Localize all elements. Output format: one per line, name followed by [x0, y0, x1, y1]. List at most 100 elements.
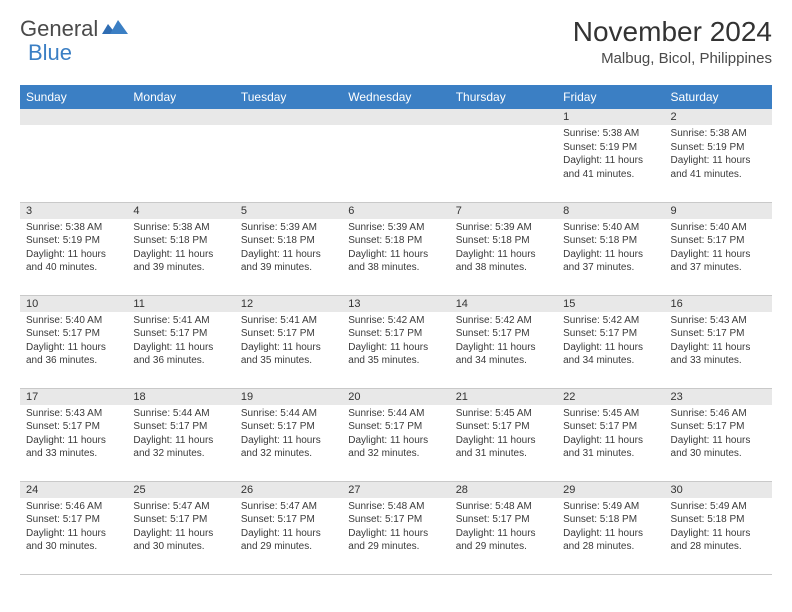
daylight-line: Daylight: 11 hours and 38 minutes. [348, 248, 443, 275]
sunset-line: Sunset: 5:17 PM [671, 327, 766, 341]
calendar-table: SundayMondayTuesdayWednesdayThursdayFrid… [20, 85, 772, 575]
calendar-cell: 29Sunrise: 5:49 AMSunset: 5:18 PMDayligh… [557, 481, 664, 574]
weekday-header: Monday [127, 85, 234, 109]
sunrise-line: Sunrise: 5:49 AM [563, 500, 658, 514]
sunrise-line: Sunrise: 5:38 AM [671, 127, 766, 141]
day-number: 28 [450, 482, 557, 498]
day-body: Sunrise: 5:48 AMSunset: 5:17 PMDaylight:… [342, 498, 449, 558]
sunrise-line: Sunrise: 5:48 AM [348, 500, 443, 514]
sunset-line: Sunset: 5:17 PM [456, 420, 551, 434]
day-body: Sunrise: 5:39 AMSunset: 5:18 PMDaylight:… [235, 219, 342, 279]
sunrise-line: Sunrise: 5:38 AM [563, 127, 658, 141]
daylight-line: Daylight: 11 hours and 32 minutes. [133, 434, 228, 461]
sunset-line: Sunset: 5:17 PM [563, 327, 658, 341]
sunrise-line: Sunrise: 5:45 AM [456, 407, 551, 421]
day-number: 21 [450, 389, 557, 405]
sunset-line: Sunset: 5:17 PM [26, 420, 121, 434]
empty-daynum [342, 109, 449, 125]
sunrise-line: Sunrise: 5:43 AM [671, 314, 766, 328]
calendar-cell: 25Sunrise: 5:47 AMSunset: 5:17 PMDayligh… [127, 481, 234, 574]
sunrise-line: Sunrise: 5:38 AM [133, 221, 228, 235]
day-body: Sunrise: 5:43 AMSunset: 5:17 PMDaylight:… [665, 312, 772, 372]
day-number: 25 [127, 482, 234, 498]
weekday-header: Wednesday [342, 85, 449, 109]
daylight-line: Daylight: 11 hours and 33 minutes. [26, 434, 121, 461]
daylight-line: Daylight: 11 hours and 30 minutes. [133, 527, 228, 554]
day-number: 5 [235, 203, 342, 219]
calendar-header-row: SundayMondayTuesdayWednesdayThursdayFrid… [20, 85, 772, 109]
sunrise-line: Sunrise: 5:40 AM [671, 221, 766, 235]
calendar-row: 3Sunrise: 5:38 AMSunset: 5:19 PMDaylight… [20, 202, 772, 295]
day-number: 1 [557, 109, 664, 125]
sunset-line: Sunset: 5:17 PM [133, 420, 228, 434]
daylight-line: Daylight: 11 hours and 41 minutes. [671, 154, 766, 181]
daylight-line: Daylight: 11 hours and 34 minutes. [563, 341, 658, 368]
daylight-line: Daylight: 11 hours and 37 minutes. [671, 248, 766, 275]
sunset-line: Sunset: 5:18 PM [563, 234, 658, 248]
day-number: 19 [235, 389, 342, 405]
brand-word-2: Blue [28, 40, 72, 65]
day-number: 4 [127, 203, 234, 219]
daylight-line: Daylight: 11 hours and 35 minutes. [348, 341, 443, 368]
sunset-line: Sunset: 5:19 PM [563, 141, 658, 155]
calendar-cell: 21 Sunrise: 5:45 AMSunset: 5:17 PMDayligh… [450, 388, 557, 481]
day-number: 12 [235, 296, 342, 312]
calendar-cell [235, 109, 342, 202]
calendar-cell: 8Sunrise: 5:40 AMSunset: 5:18 PMDaylight… [557, 202, 664, 295]
weekday-header: Friday [557, 85, 664, 109]
calendar-cell: 11Sunrise: 5:41 AMSunset: 5:17 PMDayligh… [127, 295, 234, 388]
empty-daynum [20, 109, 127, 125]
day-body: Sunrise: 5:48 AMSunset: 5:17 PMDaylight:… [450, 498, 557, 558]
day-number: 14 [450, 296, 557, 312]
sunset-line: Sunset: 5:17 PM [133, 513, 228, 527]
weekday-header: Sunday [20, 85, 127, 109]
day-number: 23 [665, 389, 772, 405]
daylight-line: Daylight: 11 hours and 36 minutes. [133, 341, 228, 368]
sunset-line: Sunset: 5:19 PM [26, 234, 121, 248]
day-body: Sunrise: 5:44 AMSunset: 5:17 PMDaylight:… [342, 405, 449, 465]
calendar-row: 17Sunrise: 5:43 AMSunset: 5:17 PMDayligh… [20, 388, 772, 481]
day-body: Sunrise: 5:38 AMSunset: 5:18 PMDaylight:… [127, 219, 234, 279]
brand-word-1: General [20, 16, 98, 42]
sunrise-line: Sunrise: 5:39 AM [348, 221, 443, 235]
daylight-line: Daylight: 11 hours and 31 minutes. [456, 434, 551, 461]
calendar-cell: 7Sunrise: 5:39 AMSunset: 5:18 PMDaylight… [450, 202, 557, 295]
sunset-line: Sunset: 5:17 PM [456, 513, 551, 527]
day-body: Sunrise: 5:40 AMSunset: 5:18 PMDaylight:… [557, 219, 664, 279]
daylight-line: Daylight: 11 hours and 38 minutes. [456, 248, 551, 275]
day-number: 20 [342, 389, 449, 405]
daylight-line: Daylight: 11 hours and 30 minutes. [26, 527, 121, 554]
calendar-cell: 24Sunrise: 5:46 AMSunset: 5:17 PMDayligh… [20, 481, 127, 574]
calendar-cell [20, 109, 127, 202]
daylight-line: Daylight: 11 hours and 33 minutes. [671, 341, 766, 368]
sunset-line: Sunset: 5:17 PM [671, 234, 766, 248]
sunrise-line: Sunrise: 5:47 AM [133, 500, 228, 514]
calendar-row: 10Sunrise: 5:40 AMSunset: 5:17 PMDayligh… [20, 295, 772, 388]
day-body: Sunrise: 5:42 AMSunset: 5:17 PMDaylight:… [342, 312, 449, 372]
daylight-line: Daylight: 11 hours and 29 minutes. [456, 527, 551, 554]
day-body: Sunrise: 5:39 AMSunset: 5:18 PMDaylight:… [450, 219, 557, 279]
sunrise-line: Sunrise: 5:41 AM [241, 314, 336, 328]
sunrise-line: Sunrise: 5:40 AM [563, 221, 658, 235]
calendar-cell: 9Sunrise: 5:40 AMSunset: 5:17 PMDaylight… [665, 202, 772, 295]
day-body: Sunrise: 5:49 AMSunset: 5:18 PMDaylight:… [557, 498, 664, 558]
sunset-line: Sunset: 5:18 PM [241, 234, 336, 248]
daylight-line: Daylight: 11 hours and 37 minutes. [563, 248, 658, 275]
day-number: 11 [127, 296, 234, 312]
day-body: Sunrise: 5:40 AMSunset: 5:17 PMDaylight:… [665, 219, 772, 279]
sunset-line: Sunset: 5:17 PM [348, 420, 443, 434]
sunset-line: Sunset: 5:17 PM [563, 420, 658, 434]
daylight-line: Daylight: 11 hours and 28 minutes. [671, 527, 766, 554]
day-number: 29 [557, 482, 664, 498]
day-number: 8 [557, 203, 664, 219]
sunset-line: Sunset: 5:17 PM [348, 513, 443, 527]
day-body: Sunrise: 5:47 AMSunset: 5:17 PMDaylight:… [127, 498, 234, 558]
daylight-line: Daylight: 11 hours and 32 minutes. [348, 434, 443, 461]
sunset-line: Sunset: 5:17 PM [671, 420, 766, 434]
calendar-cell: 6Sunrise: 5:39 AMSunset: 5:18 PMDaylight… [342, 202, 449, 295]
calendar-cell: 19Sunrise: 5:44 AMSunset: 5:17 PMDayligh… [235, 388, 342, 481]
calendar-cell: 30Sunrise: 5:49 AMSunset: 5:18 PMDayligh… [665, 481, 772, 574]
day-body: Sunrise: 5:38 AMSunset: 5:19 PMDaylight:… [665, 125, 772, 185]
sunset-line: Sunset: 5:17 PM [241, 513, 336, 527]
title-block: November 2024 Malbug, Bicol, Philippines [573, 16, 772, 67]
